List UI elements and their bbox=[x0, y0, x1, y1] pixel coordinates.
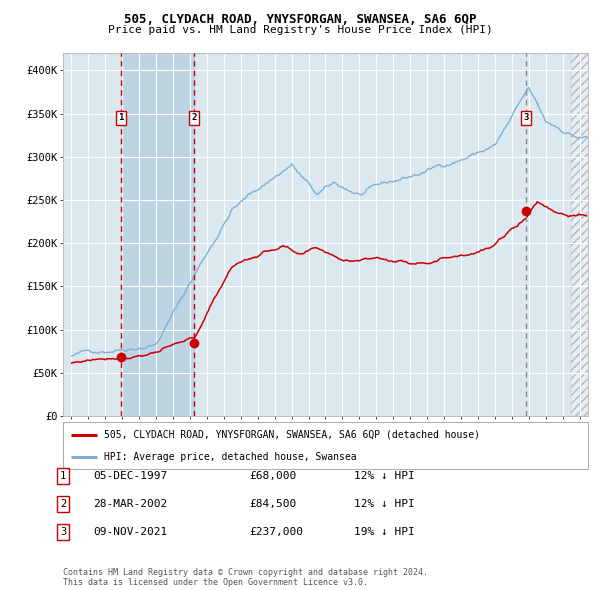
Text: £68,000: £68,000 bbox=[249, 471, 296, 481]
Text: Price paid vs. HM Land Registry's House Price Index (HPI): Price paid vs. HM Land Registry's House … bbox=[107, 25, 493, 35]
Text: 19% ↓ HPI: 19% ↓ HPI bbox=[354, 527, 415, 536]
Text: 12% ↓ HPI: 12% ↓ HPI bbox=[354, 499, 415, 509]
Text: 1: 1 bbox=[118, 113, 124, 122]
Text: £237,000: £237,000 bbox=[249, 527, 303, 536]
Text: This data is licensed under the Open Government Licence v3.0.: This data is licensed under the Open Gov… bbox=[63, 578, 368, 587]
Text: 12% ↓ HPI: 12% ↓ HPI bbox=[354, 471, 415, 481]
Text: 2: 2 bbox=[191, 113, 197, 122]
Text: 05-DEC-1997: 05-DEC-1997 bbox=[93, 471, 167, 481]
Text: HPI: Average price, detached house, Swansea: HPI: Average price, detached house, Swan… bbox=[104, 453, 356, 462]
Text: 3: 3 bbox=[60, 527, 66, 536]
Text: £84,500: £84,500 bbox=[249, 499, 296, 509]
Text: 505, CLYDACH ROAD, YNYSFORGAN, SWANSEA, SA6 6QP (detached house): 505, CLYDACH ROAD, YNYSFORGAN, SWANSEA, … bbox=[104, 430, 480, 440]
Text: 2: 2 bbox=[60, 499, 66, 509]
Text: 09-NOV-2021: 09-NOV-2021 bbox=[93, 527, 167, 536]
Bar bbox=[121, 53, 194, 416]
Text: 1: 1 bbox=[60, 471, 66, 481]
Text: Contains HM Land Registry data © Crown copyright and database right 2024.: Contains HM Land Registry data © Crown c… bbox=[63, 568, 428, 577]
Bar bbox=[571, 53, 590, 416]
Text: 3: 3 bbox=[524, 113, 529, 122]
Text: 28-MAR-2002: 28-MAR-2002 bbox=[93, 499, 167, 509]
Text: 505, CLYDACH ROAD, YNYSFORGAN, SWANSEA, SA6 6QP: 505, CLYDACH ROAD, YNYSFORGAN, SWANSEA, … bbox=[124, 13, 476, 26]
